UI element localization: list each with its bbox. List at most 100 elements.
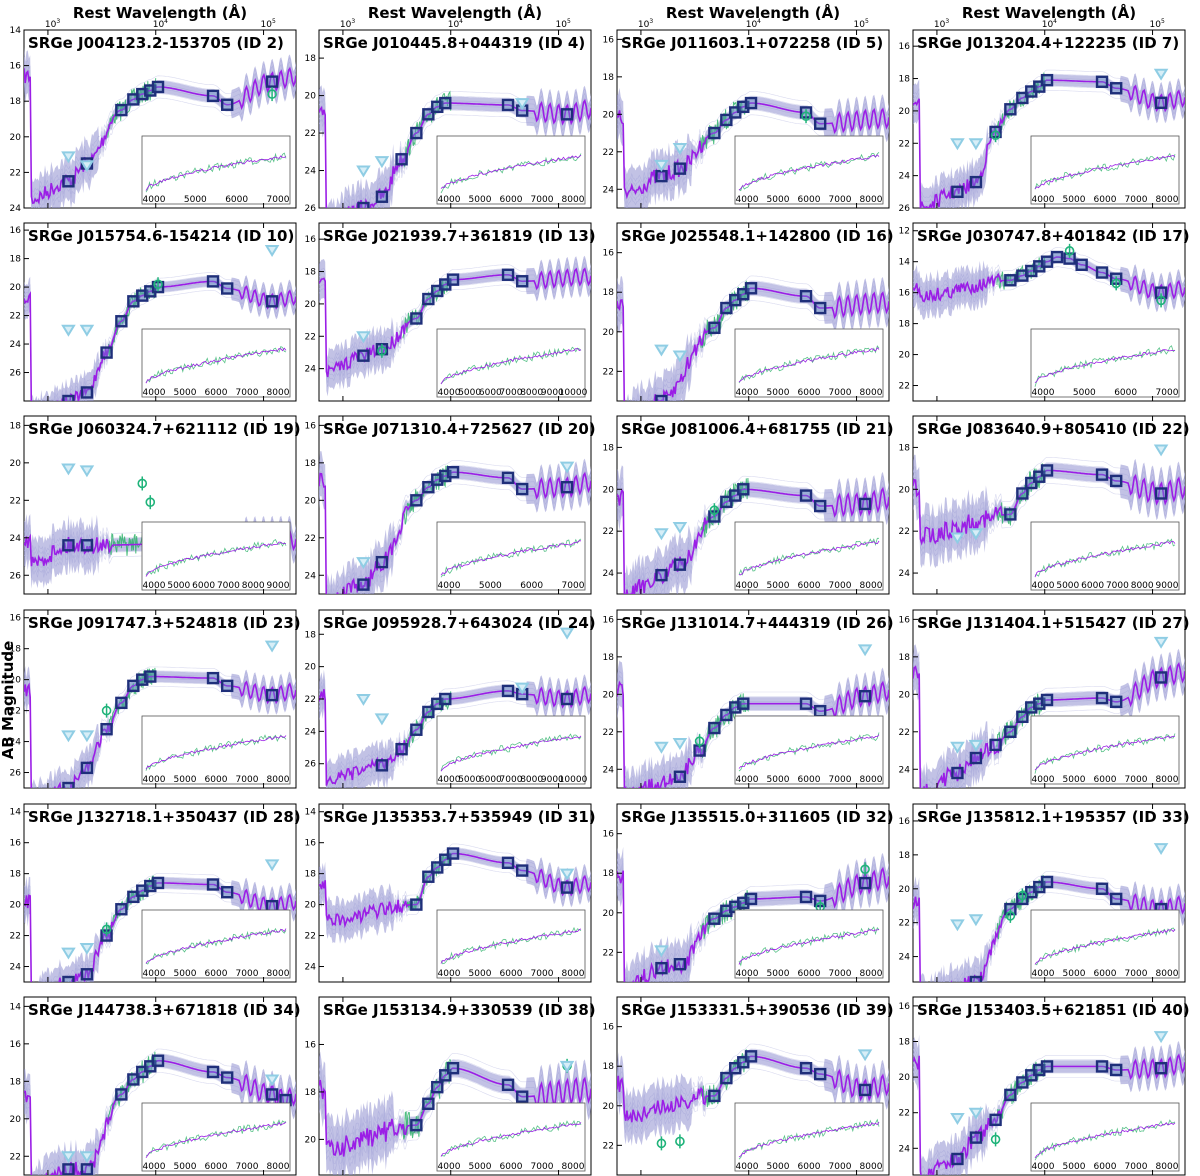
inset-x-tick-label: 6000 [192,581,215,591]
inset-x-tick-label: 7000 [829,195,852,205]
photometry-point [737,697,750,710]
inset-x-tick-label: 6000 [520,581,543,591]
upper-limit-marker [950,1113,965,1125]
photometry-point [708,912,721,925]
y-tick-label: 22 [10,707,21,717]
y-tick-label: 14 [305,808,317,818]
photometry-point [422,1097,435,1111]
photometry-point [858,876,872,890]
inset-x-tick-label: 5000 [767,775,790,785]
photometry-point [80,539,94,552]
y-tick-label: 22 [899,1109,910,1119]
inset-model [145,541,287,577]
inset-x-tick-label: 4000 [143,195,166,205]
photometry-point [951,185,964,199]
inset-model [738,154,880,191]
photometry-point [80,1163,94,1175]
inset-x-tick-label: 5000 [174,969,197,979]
plot-area [24,640,296,788]
inset-model [738,734,880,769]
x-axis-title: Rest Wavelength (Å) [962,3,1136,22]
inset-x-tick-label: 6000 [479,775,502,785]
open-circle-point [656,1138,667,1149]
upper-limit-marker [968,1107,984,1120]
inset-x-tick-label: 8000 [562,969,585,979]
inset-x-tick-label: 4000 [438,388,461,398]
open-circle-point [1017,890,1028,901]
y-tick-label: 20 [10,676,22,686]
photometry-point [1040,464,1054,477]
photometry-point [80,761,94,775]
photometry-point [220,1071,234,1084]
photometry-point [989,738,1002,752]
inset-spectrum [145,927,287,965]
inset-x-tick-label: 7000 [829,388,852,398]
photometry-point [799,890,813,904]
photometry-point [799,697,813,710]
inset-x-tick-label: 4000 [1032,195,1055,205]
y-tick-label: 24 [899,953,911,963]
photometry-point [136,673,149,686]
photometry-point [1016,91,1029,105]
upper-limit-marker [857,644,873,657]
y-tick-label: 20 [10,1115,22,1125]
inset-x-tick-label: 8000 [1156,969,1179,979]
inset-frame [436,328,586,398]
sed-panel: 4000 5000 6000 7000 8000 SRGe J153134.9+33053… [305,996,596,1176]
upper-limit-marker [356,557,371,570]
inset-x-tick-label: 7000 [562,581,585,591]
photometry-point [357,201,370,208]
inset-model [738,1121,880,1158]
photometry-point [655,169,668,183]
x-axis-title: Rest Wavelength (Å) [666,3,840,22]
panel-title: SRGe J153134.9+330539 (ID 38) [323,1001,596,1019]
y-tick-label: 16 [10,1040,22,1050]
sed-panel: 4000 5000 6000 7000 8000 SRGe J132718.1+35043… [10,803,301,983]
y-tick-label: 18 [10,255,22,265]
upper-limit-marker [264,640,280,653]
panel-title: SRGe J015754.6-154214 (ID 10) [28,227,294,245]
y-tick-label: 20 [10,901,22,911]
upper-limit-marker [1153,636,1169,649]
inset-x-tick-label: 9000 [541,775,564,785]
panel-title: SRGe J095928.7+643024 (ID 24) [323,614,596,632]
inset-x-tick-label: 6000 [798,1162,821,1172]
y-tick-label: 18 [10,645,22,655]
y-tick-label: 24 [899,765,911,775]
upper-limit-marker [672,521,688,534]
photometry-point [501,684,515,698]
photometry-point [515,482,529,496]
y-tick-label: 18 [10,421,22,431]
inset-x-tick-label: 4000 [736,775,759,785]
photometry-point [410,1118,423,1132]
open-circle-point [709,505,720,516]
panel-title: SRGe J025548.1+142800 (ID 16) [621,227,894,245]
inset-x-tick-label: 8000 [860,195,883,205]
y-tick-label: 20 [899,485,911,495]
inset-model [1034,154,1176,190]
y-tick-label: 22 [603,527,614,537]
inset-frame [734,715,884,785]
x-tick-label: 104 [153,18,168,30]
photometry-point [858,1083,872,1097]
column-titles: Rest Wavelength (Å) 103 104 105 Rest Wavelen… [45,3,1165,30]
photometry-point [673,162,687,175]
photometry-point [969,1131,983,1144]
photometry-point [720,708,733,722]
photometry-point [115,696,128,710]
inset-x-tick-label: 8000 [860,388,883,398]
upper-limit-marker [672,350,688,363]
inset-x-tick-label: 4000 [736,1162,759,1172]
upper-limit-marker [79,465,95,478]
photometry-point [151,876,165,890]
inset-x-tick-label: 5000 [767,388,790,398]
photometry-point [422,705,435,719]
sed-model-line [319,685,591,786]
sed-model-line [913,256,1185,303]
photometry-point [431,1080,444,1094]
panel-title: SRGe J083640.9+805410 (ID 22) [917,420,1190,438]
y-tick-label: 20 [899,690,911,700]
x-tick-label: 103 [934,18,949,30]
y-tick-label: 18 [899,75,911,85]
